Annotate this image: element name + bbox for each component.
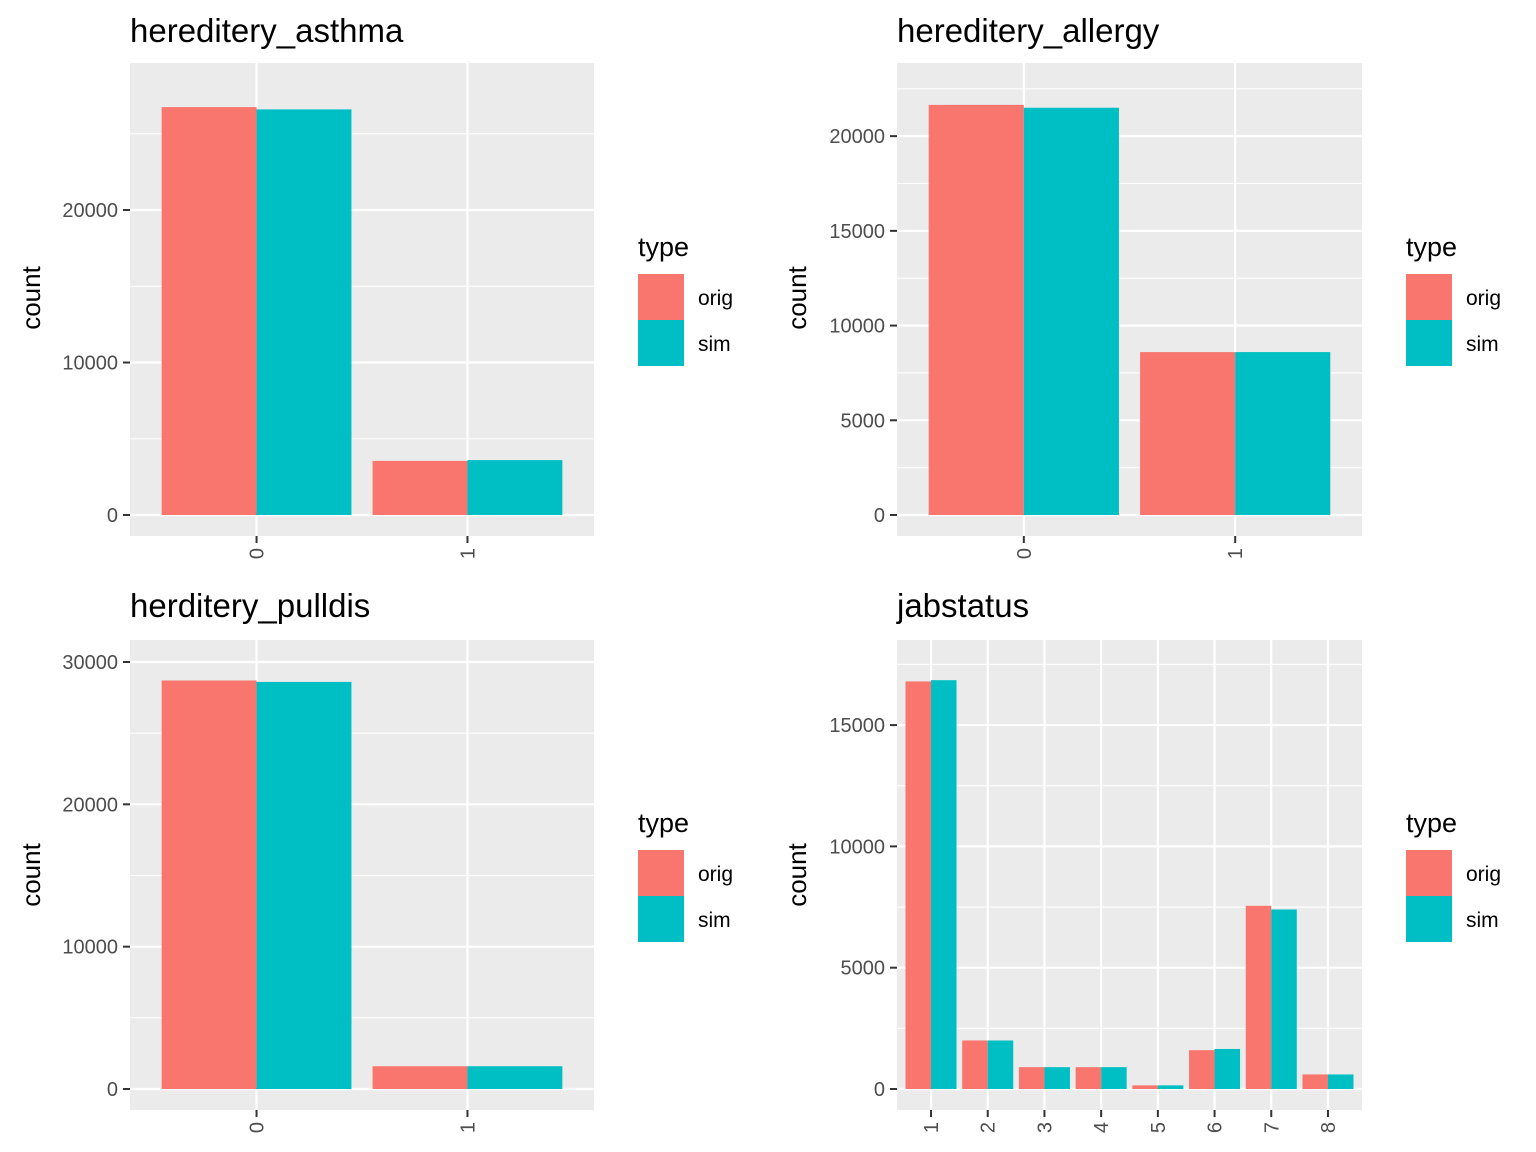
bar-orig-1 (1140, 352, 1236, 515)
plot-area: 0 5000 10000 15000 20000 0 1 (829, 63, 1362, 559)
x-tick-label: 0 (247, 1122, 269, 1133)
x-tick-label: 7 (1261, 1122, 1283, 1133)
chart-title: hereditery_allergy (897, 12, 1160, 49)
y-tick-label: 10000 (829, 836, 885, 858)
bar-orig-3 (1018, 1067, 1045, 1089)
legend-label-sim: sim (1466, 909, 1499, 932)
y-tick-label: 0 (107, 1079, 118, 1101)
bar-sim-0 (1023, 107, 1119, 516)
x-tick-label: 0 (1014, 548, 1036, 559)
y-axis-label: count (16, 265, 46, 329)
y-tick-label: 20000 (62, 200, 118, 222)
bar-orig-0 (161, 680, 257, 1089)
bar-orig-8 (1302, 1074, 1328, 1089)
x-tick-label: 1 (1225, 548, 1247, 559)
plot-area: 0 5000 10000 15000 1 2 3 4 5 6 7 8 (829, 640, 1362, 1133)
legend-title: type (638, 232, 689, 262)
bar-sim-4 (1101, 1067, 1127, 1089)
bar-orig-6 (1189, 1050, 1215, 1089)
bar-orig-1 (372, 1066, 468, 1089)
legend-key-sim (638, 896, 684, 942)
y-tick-label: 20000 (829, 126, 885, 148)
legend-label-sim: sim (698, 333, 731, 356)
bar-sim-0 (256, 681, 352, 1089)
y-tick-label: 15000 (829, 715, 885, 737)
bar-sim-8 (1327, 1074, 1354, 1089)
x-tick-label: 1 (457, 1122, 479, 1133)
bar-sim-1 (1235, 352, 1331, 515)
legend: type orig sim (638, 808, 733, 942)
x-tick-label: 6 (1205, 1122, 1227, 1133)
chart-title: hereditery_asthma (130, 12, 404, 49)
bar-orig-1 (905, 681, 932, 1089)
y-axis-label: count (782, 842, 812, 906)
legend-title: type (638, 808, 689, 838)
chart-title: herditery_pulldis (130, 587, 370, 624)
y-axis-label: count (16, 842, 46, 906)
x-tick-label: 2 (978, 1122, 1000, 1133)
bar-sim-1 (467, 460, 563, 515)
bar-sim-3 (1044, 1067, 1070, 1089)
legend-key-sim (1406, 320, 1452, 366)
legend-label-sim: sim (698, 909, 731, 932)
y-tick-label: 5000 (841, 410, 886, 432)
bar-orig-2 (962, 1040, 988, 1089)
bar-orig-0 (161, 107, 257, 516)
legend-key-sim (1406, 896, 1452, 942)
legend-label-orig: orig (1466, 287, 1501, 310)
y-tick-label: 20000 (62, 794, 118, 816)
y-tick-label: 15000 (829, 221, 885, 243)
y-axis-label: count (782, 265, 812, 329)
legend-key-orig (1406, 274, 1452, 320)
facet-panel-herditery-pulldis: herditery_pulldis count 0 10000 20000 30000… (16, 587, 733, 1133)
x-tick-label: 4 (1091, 1122, 1113, 1133)
bar-sim-7 (1271, 909, 1297, 1089)
bar-orig-5 (1132, 1085, 1158, 1089)
plot-area: 0 10000 20000 0 1 (62, 63, 594, 559)
legend-label-sim: sim (1466, 333, 1499, 356)
y-tick-label: 0 (874, 505, 885, 527)
y-tick-label: 0 (107, 505, 118, 527)
bar-orig-7 (1245, 905, 1272, 1089)
legend-title: type (1406, 232, 1457, 262)
bar-orig-0 (928, 104, 1024, 516)
legend-key-orig (638, 274, 684, 320)
legend-title: type (1406, 808, 1457, 838)
legend-key-sim (638, 320, 684, 366)
x-tick-label: 5 (1148, 1122, 1170, 1133)
bar-sim-5 (1157, 1085, 1184, 1089)
bar-sim-1 (467, 1066, 563, 1089)
bar-sim-6 (1214, 1048, 1241, 1089)
legend: type orig sim (1406, 808, 1501, 942)
x-tick-label: 3 (1034, 1122, 1056, 1133)
legend-label-orig: orig (698, 287, 733, 310)
x-tick-label: 8 (1318, 1122, 1340, 1133)
chart-title: jabstatus (896, 587, 1029, 624)
x-tick-label: 1 (457, 548, 479, 559)
legend: type orig sim (638, 232, 733, 366)
y-tick-label: 5000 (841, 958, 886, 980)
bar-orig-1 (372, 460, 468, 515)
y-tick-label: 10000 (829, 316, 885, 338)
bar-orig-4 (1075, 1067, 1102, 1089)
bar-sim-1 (931, 680, 957, 1089)
y-tick-label: 0 (874, 1079, 885, 1101)
legend-key-orig (638, 850, 684, 896)
y-tick-label: 30000 (62, 652, 118, 674)
y-tick-label: 10000 (62, 937, 118, 959)
legend-label-orig: orig (1466, 863, 1501, 886)
facet-panel-hereditery-allergy: hereditery_allergy count 0 5000 10000 15000… (782, 12, 1501, 559)
legend: type orig sim (1406, 232, 1501, 366)
legend-key-orig (1406, 850, 1452, 896)
plot-area: 0 10000 20000 30000 0 1 (62, 640, 594, 1133)
legend-label-orig: orig (698, 863, 733, 886)
facet-panel-hereditery-asthma: hereditery_asthma count 0 10000 20000 0 1 ty… (16, 12, 733, 559)
x-tick-label: 0 (247, 548, 269, 559)
bar-sim-0 (256, 109, 352, 516)
bar-sim-2 (987, 1040, 1014, 1089)
y-tick-label: 10000 (62, 353, 118, 375)
x-tick-label: 1 (921, 1122, 943, 1133)
